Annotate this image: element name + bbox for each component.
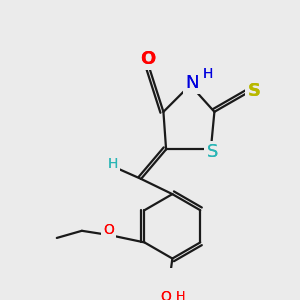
Text: O: O [141, 50, 156, 68]
Text: H: H [203, 67, 213, 81]
Text: O: O [103, 223, 115, 237]
Text: H: H [106, 157, 118, 171]
Text: H: H [203, 67, 213, 81]
Text: S: S [247, 82, 260, 100]
Text: S: S [207, 143, 218, 161]
Text: H: H [176, 290, 185, 300]
Text: O: O [103, 223, 114, 237]
Text: S: S [207, 143, 218, 161]
Text: S: S [206, 143, 219, 161]
Text: O: O [161, 290, 172, 300]
Text: O: O [103, 223, 114, 237]
Text: H: H [107, 157, 118, 171]
Text: H: H [107, 157, 118, 171]
Text: N: N [185, 74, 199, 92]
Text: O: O [141, 50, 156, 68]
Text: S: S [247, 82, 260, 100]
Text: H: H [202, 67, 214, 81]
Text: H: H [176, 290, 185, 300]
Text: N: N [185, 74, 199, 92]
Text: O: O [141, 50, 156, 68]
Text: N: N [184, 74, 200, 92]
Text: S: S [247, 82, 260, 100]
Text: O: O [161, 290, 172, 300]
Text: O: O [160, 290, 172, 300]
